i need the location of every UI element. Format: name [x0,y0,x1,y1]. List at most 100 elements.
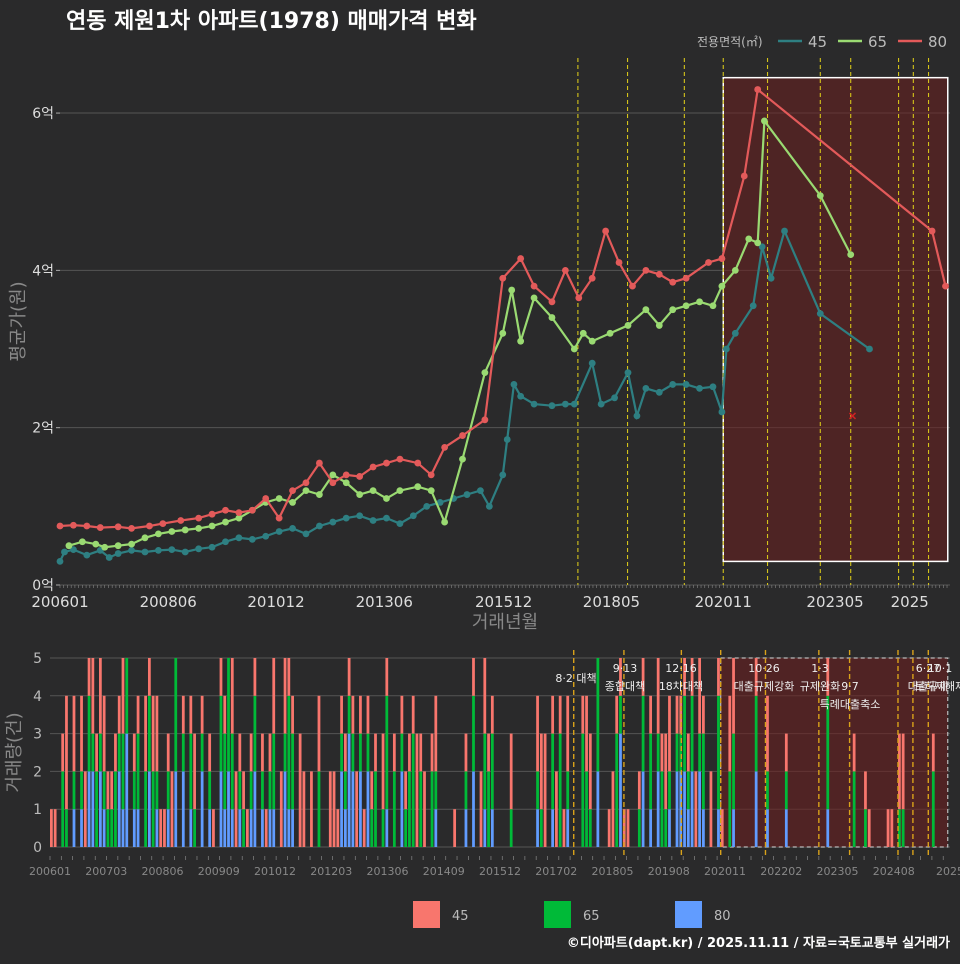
volume-bar-45 [555,771,558,847]
vol-x-tick-label: 201012 [254,865,296,878]
volume-bar-65 [686,771,690,810]
annotation-text: 종합대책 [605,680,645,693]
volume-bar-45 [219,658,223,696]
volume-bar-65 [385,695,389,810]
volume-bar-45 [317,695,321,772]
volume-bar-45 [144,695,147,772]
volume-bar-65 [374,771,377,847]
volume-bar-65 [419,771,423,847]
data-point-65 [606,329,614,337]
volume-bar-80 [155,809,159,847]
data-point-45 [128,546,135,554]
volume-bar-80 [656,771,660,847]
volume-bar-65 [174,658,178,772]
volume-bar-80 [72,809,76,847]
volume-bar-65 [272,733,276,810]
volume-bar-45 [189,695,193,734]
volume-bar-45 [366,695,370,734]
data-point-80 [602,227,610,235]
volume-bar-65 [340,733,343,772]
volume-bar-80 [619,733,622,847]
data-point-65 [579,329,587,337]
data-point-45 [369,517,377,524]
vol-x-tick-label: 201409 [423,865,465,878]
legend-label-65: 65 [868,33,887,51]
volume-bar-65 [536,771,539,810]
volume-bar-80 [166,809,170,847]
volume-bar-80 [117,771,121,847]
data-point-45 [222,538,229,546]
volume-bar-80 [732,809,735,847]
annotation-date: 6·27 [916,662,941,675]
volume-bar-45 [332,771,336,847]
volume-bar-45 [136,695,140,734]
volume-bar-80 [98,771,102,847]
volume-bar-65 [166,771,170,810]
volume-bar-80 [132,809,136,847]
data-point-45 [463,491,471,498]
highlight-box [722,76,949,563]
volume-bar-45 [80,695,83,772]
volume-bar-45 [543,733,547,847]
volume-bar-65 [931,771,935,847]
volume-bar-65 [132,771,136,810]
volume-bar-45 [340,695,343,734]
annotation-date: 8·2 대책 [555,672,596,685]
volume-bar-45 [121,658,125,734]
volume-bar-45 [637,771,641,810]
volume-bar-65 [227,658,230,772]
volume-bar-45 [483,658,487,734]
data-point-45 [208,543,216,551]
volume-bar-80 [766,809,769,847]
volume-bar-80 [87,771,91,847]
data-point-65 [65,542,73,550]
data-point-80 [530,282,538,290]
volume-bar-80 [483,809,487,847]
volume-bar-65 [147,695,151,772]
data-point-80 [642,266,650,274]
data-point-65 [383,495,390,502]
data-point-80 [70,521,77,529]
volume-bar-65 [668,771,671,810]
volume-bar-65 [65,809,68,847]
volume-bar-45 [686,733,690,772]
volume-bar-80 [551,809,555,847]
data-point-45 [61,548,68,556]
volume-bar-65 [698,733,702,772]
data-point-45 [682,381,690,388]
data-point-45 [731,329,739,337]
data-point-80 [289,487,296,495]
data-point-80 [588,274,596,282]
volume-bar-45 [668,695,671,772]
volume-bar-80 [649,809,653,847]
volume-bar-45 [310,771,313,847]
volume-bar-65 [596,658,600,772]
data-point-45 [758,243,766,251]
source-caption: ©디아파트(dapt.kr) / 2025.11.11 / 자료=국토교통부 실… [567,935,950,951]
volume-bar-45 [656,658,660,734]
x-tick-label: 201306 [356,593,413,611]
volume-bar-45 [83,771,87,847]
annotation-date: 12·16 [665,662,697,675]
data-point-45 [235,534,243,542]
data-point-65 [718,282,726,290]
vol-x-tick-label: 201702 [535,865,577,878]
data-point-65 [128,540,135,548]
data-point-65 [275,495,283,502]
volume-bar-45 [72,695,76,772]
volume-bar-45 [302,771,306,847]
data-point-45 [709,383,717,391]
data-point-65 [588,337,596,345]
annotation-date: 9·7 [841,680,859,693]
volume-bar-45 [374,733,377,772]
volume-bar-45 [487,733,490,772]
data-point-45 [530,400,538,408]
volume-bar-45 [400,695,404,734]
volume-bar-65 [347,695,351,734]
data-point-65 [517,337,525,345]
data-point-80 [248,506,256,514]
volume-bar-45 [660,733,664,772]
volume-bar-45 [245,809,249,847]
data-point-80 [669,278,677,286]
